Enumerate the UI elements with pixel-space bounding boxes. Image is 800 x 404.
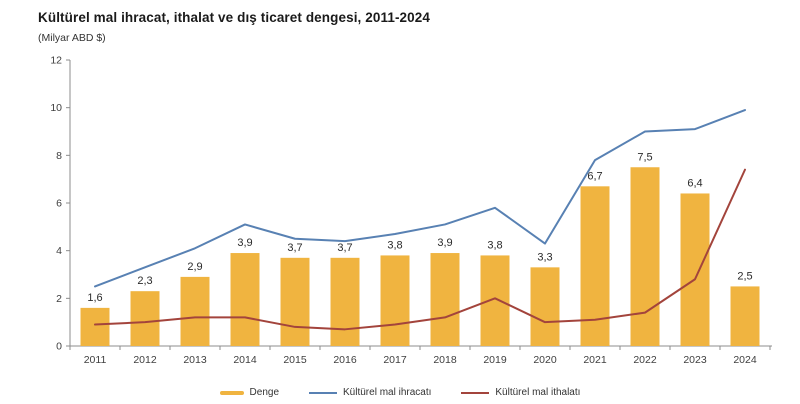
x-tick-label-2021: 2021 <box>583 354 607 366</box>
bar-2016 <box>330 257 360 346</box>
bar-2021 <box>580 186 610 346</box>
bar-label-2011: 1,6 <box>87 292 102 304</box>
chart-canvas: 0 2 4 6 8 10 12 2011 2012 2013 2014 2015 2016 2017 201… <box>50 55 772 366</box>
x-tick-label-2019: 2019 <box>483 354 507 366</box>
bar-2023 <box>680 193 710 346</box>
bar-label-2024: 2,5 <box>737 270 752 282</box>
bar-2018 <box>430 253 460 346</box>
bar-2013 <box>180 276 210 346</box>
bar-2012 <box>130 291 160 346</box>
bar-label-2014: 3,9 <box>237 237 252 249</box>
bar-label-2021: 6,7 <box>587 170 602 182</box>
bar-label-2017: 3,8 <box>387 239 402 251</box>
x-tick-label-2017: 2017 <box>383 354 407 366</box>
x-tick-label-2012: 2012 <box>133 354 157 366</box>
import-line <box>94 168 746 331</box>
bar-label-2022: 7,5 <box>637 151 652 163</box>
bar-2019 <box>480 255 510 346</box>
bar-2014 <box>230 253 260 346</box>
y-tick-label-6: 6 <box>56 198 62 210</box>
y-tick-label-10: 10 <box>50 102 62 114</box>
export-line <box>94 109 746 288</box>
x-tick-label-2024: 2024 <box>733 354 757 366</box>
legend-item-denge: Denge <box>219 387 280 398</box>
bar-2022 <box>630 167 660 346</box>
bar-label-2016: 3,7 <box>337 242 352 254</box>
x-tick-label-2015: 2015 <box>283 354 307 366</box>
y-tick-label-4: 4 <box>56 245 62 257</box>
bar-label-2019: 3,8 <box>487 239 502 251</box>
x-tick-label-2018: 2018 <box>433 354 457 366</box>
ihracat-line-swatch <box>309 391 338 394</box>
ithalat-line-swatch <box>461 391 490 394</box>
x-tick-label-2013: 2013 <box>183 354 207 366</box>
x-tick-label-2016: 2016 <box>333 354 357 366</box>
bar-label-2023: 6,4 <box>687 177 702 189</box>
bar-2017 <box>380 255 410 346</box>
chart-unit-label: (Milyar ABD $) <box>38 32 106 44</box>
bar-label-2012: 2,3 <box>137 275 152 287</box>
y-tick-label-8: 8 <box>56 150 62 162</box>
y-tick-label-12: 12 <box>50 55 62 67</box>
x-tick-label-2023: 2023 <box>683 354 707 366</box>
y-tick-label-0: 0 <box>56 341 62 353</box>
denge-swatch <box>219 390 244 395</box>
bar-2015 <box>280 257 310 346</box>
x-tick-label-2022: 2022 <box>633 354 657 366</box>
bar-label-2013: 2,9 <box>187 261 202 273</box>
bar-2020 <box>530 267 560 346</box>
bar-label-2018: 3,9 <box>437 237 452 249</box>
bar-2011 <box>80 307 110 346</box>
x-tick-label-2020: 2020 <box>533 354 557 366</box>
legend-label-ihracat: Kültürel mal ihracatı <box>343 387 432 398</box>
legend-item-ihracat: Kültürel mal ihracatı <box>309 387 431 398</box>
x-tick-label-2014: 2014 <box>233 354 257 366</box>
bar-2024 <box>730 286 760 346</box>
legend-label-denge: Denge <box>249 387 280 398</box>
chart-title: Kültürel mal ihracat, ithalat ve dış tic… <box>38 10 430 25</box>
legend-label-ithalat: Kültürel mal ithalatı <box>495 387 581 398</box>
bar-label-2015: 3,7 <box>287 242 302 254</box>
x-tick-label-2011: 2011 <box>84 354 107 366</box>
y-tick-label-2: 2 <box>56 293 62 305</box>
legend-item-ithalat: Kültürel mal ithalatı <box>461 387 580 398</box>
chart-legend: Denge Kültürel mal ihracatı Kültürel mal… <box>0 387 800 398</box>
bar-label-2020: 3,3 <box>537 251 552 263</box>
